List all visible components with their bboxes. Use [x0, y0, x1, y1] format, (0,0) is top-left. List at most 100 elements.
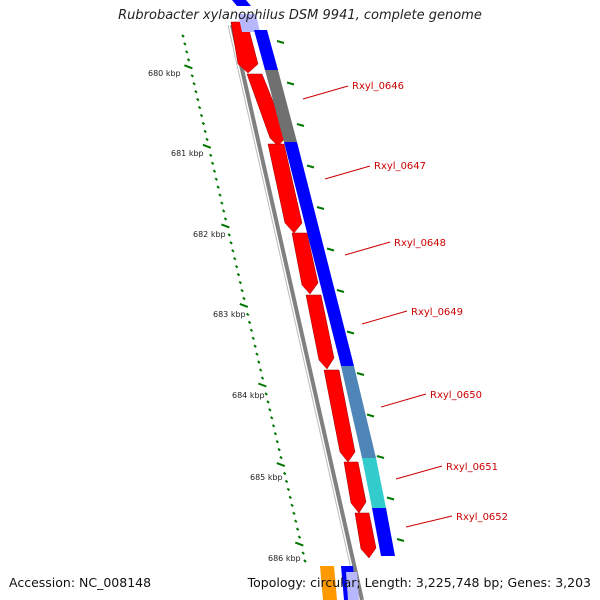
leader-rxyl-0652	[405, 515, 453, 528]
minor-tick	[220, 201, 224, 205]
major-tick	[221, 223, 230, 229]
major-tick	[294, 541, 304, 547]
minor-tick	[249, 328, 254, 333]
kbp-label-684: 684 kbp	[232, 391, 265, 400]
minor-tick	[284, 479, 289, 484]
orange-gene-partial[interactable]	[320, 566, 337, 600]
minor-tick	[221, 209, 226, 213]
minor-tick	[212, 169, 217, 173]
minor-tick	[251, 336, 255, 340]
leader-rxyl-0646	[302, 85, 349, 100]
kbp-label-681: 681 kbp	[171, 149, 204, 158]
blue-gene-3[interactable]	[372, 508, 395, 556]
major-tick	[184, 64, 193, 70]
outer-tick	[356, 372, 365, 376]
major-tick	[276, 462, 286, 467]
bottom-partial-genes	[320, 566, 359, 600]
backbone-line-inner	[227, 24, 359, 600]
red-gene-arrow-7[interactable]	[343, 461, 367, 514]
lavender-segment[interactable]	[238, 14, 260, 32]
outer-tick	[346, 330, 355, 335]
minor-tick	[279, 455, 283, 460]
leader-rxyl-0651	[395, 465, 443, 480]
minor-tick	[255, 352, 259, 356]
minor-tick	[260, 376, 265, 380]
minor-tick	[181, 34, 185, 38]
gene-label-rxyl-0648[interactable]: Rxyl_0648	[394, 238, 446, 249]
minor-tick	[234, 264, 239, 269]
blue-gene-top[interactable]	[232, 0, 251, 6]
minor-tick	[233, 257, 237, 261]
outer-tick	[316, 206, 325, 210]
minor-tick	[209, 153, 213, 158]
topology-summary: Topology: circular; Length: 3,225,748 bp…	[247, 575, 591, 590]
minor-tick	[184, 50, 189, 54]
gray-gene-segment[interactable]	[265, 70, 297, 142]
kbp-label-685: 685 kbp	[250, 473, 283, 482]
minor-tick	[194, 89, 198, 94]
minor-tick	[223, 217, 228, 221]
gene-label-rxyl-0649[interactable]: Rxyl_0649	[411, 307, 463, 318]
gene-labels: Rxyl_0646 Rxyl_0647 Rxyl_0648 Rxyl_0649 …	[352, 81, 508, 523]
gene-label-rxyl-0647[interactable]: Rxyl_0647	[374, 161, 426, 172]
minor-tick	[294, 519, 298, 523]
outer-tick	[276, 40, 285, 44]
scale-ticks	[181, 34, 307, 563]
blue-gene-track	[232, 0, 395, 556]
minor-tick	[245, 312, 250, 317]
leader-rxyl-0649	[361, 310, 408, 325]
kbp-labels: 680 kbp 681 kbp 682 kbp 683 kbp 684 kbp …	[148, 69, 301, 563]
cyan-gene-segment[interactable]	[362, 458, 386, 508]
gene-label-rxyl-0651[interactable]: Rxyl_0651	[446, 462, 498, 473]
outer-tick	[326, 247, 335, 252]
outer-tick	[386, 496, 395, 501]
minor-tick	[214, 177, 218, 181]
outer-tick	[296, 123, 305, 127]
steel-gene-segment[interactable]	[341, 366, 376, 458]
minor-tick	[216, 185, 220, 189]
major-tick	[239, 303, 249, 308]
minor-tick	[286, 487, 291, 492]
red-gene-arrow-5[interactable]	[305, 294, 335, 370]
minor-tick	[190, 74, 194, 78]
blue-gene-2[interactable]	[284, 142, 354, 366]
kbp-label-683: 683 kbp	[213, 310, 246, 319]
red-gene-track	[230, 21, 377, 559]
gene-label-rxyl-0646[interactable]: Rxyl_0646	[352, 81, 404, 92]
leader-rxyl-0648	[344, 241, 391, 256]
minor-tick	[247, 320, 252, 325]
minor-tick	[192, 82, 196, 86]
red-gene-arrow-8[interactable]	[354, 512, 377, 559]
lavender-gene-partial[interactable]	[346, 572, 359, 600]
red-gene-arrow-3[interactable]	[267, 143, 303, 234]
blue-gene-1[interactable]	[254, 30, 278, 70]
red-gene-arrow-6[interactable]	[323, 369, 356, 463]
gene-label-rxyl-0650[interactable]: Rxyl_0650	[430, 390, 482, 401]
minor-tick	[292, 511, 296, 515]
outer-tick	[376, 455, 385, 459]
minor-tick	[229, 241, 233, 245]
minor-tick	[270, 416, 274, 420]
minor-tick	[236, 272, 241, 277]
minor-tick	[301, 551, 305, 555]
label-leaders	[302, 85, 453, 528]
leader-rxyl-0650	[380, 393, 427, 408]
major-tick	[202, 143, 212, 149]
genome-title: Rubrobacter xylanophilus DSM 9941, compl…	[118, 8, 482, 23]
minor-tick	[201, 121, 206, 126]
backbone-line-outer	[230, 24, 364, 600]
red-gene-arrow-2[interactable]	[246, 73, 288, 147]
minor-tick	[271, 424, 276, 428]
kbp-label-686: 686 kbp	[268, 554, 301, 563]
minor-tick	[264, 392, 268, 396]
minor-tick	[186, 58, 191, 62]
minor-tick	[218, 193, 222, 197]
red-gene-arrow-4[interactable]	[291, 232, 319, 295]
minor-tick	[277, 447, 281, 452]
minor-tick	[199, 113, 204, 118]
minor-tick	[205, 137, 209, 142]
minor-tick	[210, 161, 215, 165]
gene-label-rxyl-0652[interactable]: Rxyl_0652	[456, 512, 508, 523]
minor-tick	[240, 288, 244, 293]
